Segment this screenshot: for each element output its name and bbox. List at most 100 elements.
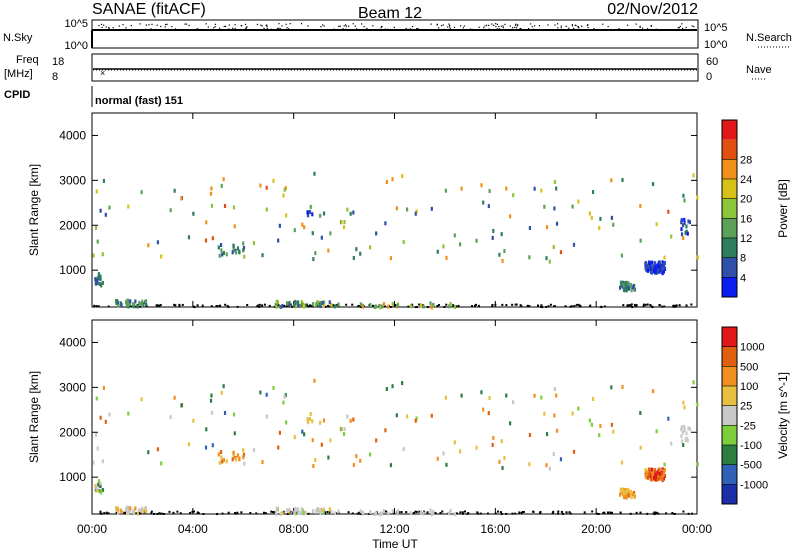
- data-cell: [503, 456, 506, 461]
- ground-scatter-point: [139, 305, 142, 308]
- data-cell: [304, 510, 307, 515]
- data-cell: [282, 193, 285, 198]
- nsky-point: [338, 25, 340, 28]
- data-cell: [136, 304, 139, 309]
- ground-scatter-point: [383, 305, 386, 308]
- data-cell: [661, 262, 665, 267]
- data-cell: [115, 301, 118, 306]
- data-cell: [415, 416, 418, 421]
- data-cell: [680, 218, 683, 223]
- data-cell: [658, 264, 661, 269]
- data-cell: [99, 208, 102, 213]
- nsky-point: [514, 26, 516, 28]
- data-cell: [661, 260, 664, 265]
- data-cell: [127, 411, 130, 416]
- data-cell: [352, 462, 355, 467]
- nsky-point: [519, 27, 521, 30]
- ground-scatter-point: [441, 510, 444, 513]
- data-cell: [101, 280, 104, 285]
- data-cell: [349, 418, 352, 423]
- nsky-point: [265, 24, 267, 26]
- nave-outlier-mark: ×: [100, 68, 105, 78]
- ground-scatter-point: [324, 511, 327, 514]
- ground-scatter-point: [436, 304, 439, 307]
- data-cell: [294, 507, 297, 512]
- ground-scatter-point: [418, 303, 421, 306]
- data-cell: [656, 476, 659, 481]
- data-cell: [391, 384, 394, 389]
- ground-scatter-point: [602, 511, 605, 514]
- nsky-point: [478, 26, 480, 28]
- velocity-panel: Slant Range [km] 1000 2000 3000 4000 1000 500 1…: [27, 319, 790, 517]
- nsky-point: [166, 23, 168, 25]
- data-cell: [316, 507, 319, 512]
- colorbar-tick-label: 25: [740, 401, 752, 413]
- nsky-point: [502, 25, 504, 27]
- ground-scatter-point: [236, 511, 239, 514]
- ground-scatter-point: [655, 512, 658, 515]
- ground-scatter-point: [661, 305, 664, 308]
- data-cell: [140, 508, 143, 513]
- data-cell: [369, 245, 372, 250]
- ground-scatter-point: [153, 512, 156, 515]
- ground-scatter-point: [162, 512, 165, 515]
- data-cell: [619, 285, 622, 290]
- data-cell: [453, 440, 456, 445]
- data-cell: [285, 213, 288, 218]
- ground-scatter-point: [607, 511, 610, 514]
- data-cell: [96, 239, 99, 244]
- ground-scatter-point: [644, 303, 647, 306]
- data-cell: [444, 188, 447, 193]
- nsky-point: [436, 23, 439, 25]
- plot-frame: [91, 112, 698, 308]
- data-cell: [548, 466, 551, 471]
- data-cell: [319, 213, 322, 218]
- freq-label: Freq: [16, 54, 39, 66]
- nsky-point: [145, 24, 147, 26]
- data-cell: [322, 211, 326, 216]
- data-cell: [432, 509, 435, 514]
- ground-scatter-point: [630, 303, 633, 306]
- nsky-point: [380, 27, 382, 29]
- data-cell: [205, 427, 208, 432]
- nsky-point: [483, 27, 485, 29]
- data-cell: [508, 421, 512, 426]
- data-cell: [644, 468, 648, 473]
- ground-scatter-point: [619, 511, 622, 514]
- data-cell: [124, 506, 128, 511]
- data-cell: [99, 481, 102, 486]
- nsky-point: [677, 27, 679, 29]
- data-cell: [97, 479, 101, 484]
- data-cell: [211, 236, 214, 241]
- data-cell: [309, 204, 312, 209]
- ground-scatter-point: [418, 510, 421, 513]
- nsky-point: [411, 26, 414, 28]
- data-cell: [391, 302, 394, 307]
- ground-scatter-point: [650, 305, 653, 308]
- data-cell: [97, 482, 100, 487]
- ground-scatter-point: [156, 513, 159, 516]
- ground-scatter-point: [522, 510, 525, 513]
- nsky-point: [156, 24, 158, 26]
- data-cell: [422, 511, 425, 516]
- time-axis: 00:00 04:00 08:00 12:00 16:00 20:00 00:00 Time …: [77, 522, 712, 551]
- ground-scatter-point: [305, 303, 308, 306]
- data-cell: [670, 234, 673, 239]
- data-cell: [311, 231, 314, 236]
- nsky-point: [352, 23, 354, 25]
- data-cell: [649, 469, 652, 474]
- data-cell: [620, 488, 623, 493]
- ground-scatter-point: [271, 510, 274, 513]
- nsky-point: [681, 27, 684, 29]
- nsky-point: [213, 27, 215, 29]
- ground-scatter-point: [477, 304, 480, 307]
- data-cell: [328, 300, 331, 305]
- data-cell: [687, 219, 690, 224]
- data-cell: [662, 269, 666, 274]
- ground-scatter-point: [491, 305, 494, 308]
- ground-scatter-point: [332, 304, 335, 307]
- data-cell: [512, 193, 515, 198]
- ground-scatter-point: [477, 512, 480, 515]
- data-cell: [491, 235, 494, 240]
- nsky-point: [307, 25, 309, 27]
